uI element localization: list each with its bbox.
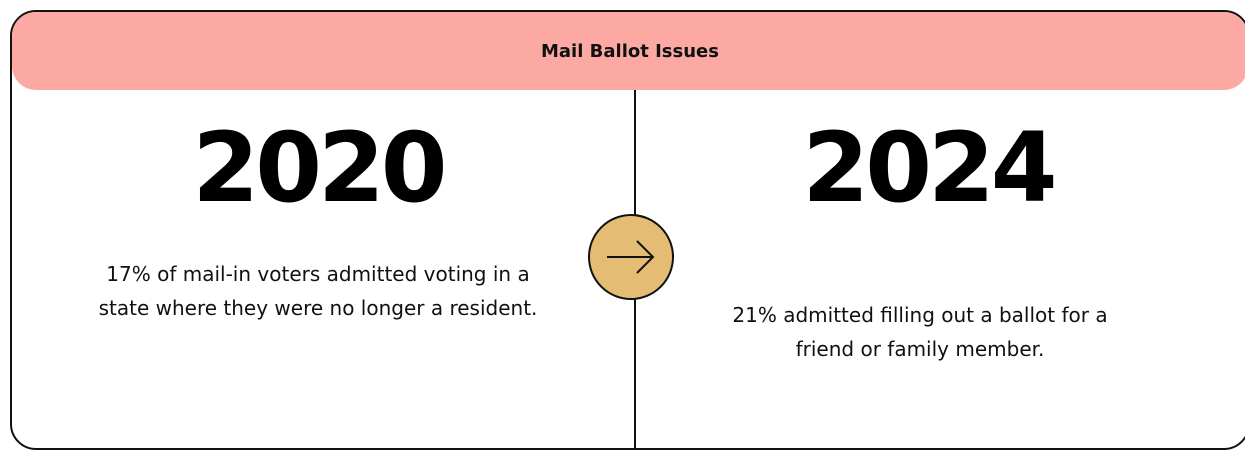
panel-text: 17% of mail-in voters admitted voting in… xyxy=(98,262,538,320)
arrow-icon xyxy=(588,214,674,300)
card: Mail Ballot Issues 2020 17% of mail-in v… xyxy=(10,10,1245,450)
page: Mail Ballot Issues 2020 17% of mail-in v… xyxy=(10,10,1245,450)
header-title: Mail Ballot Issues xyxy=(12,12,1245,90)
year: 2020 xyxy=(192,112,447,224)
year: 2024 xyxy=(802,112,1057,224)
panel-text: 21% admitted filling out a ballot for a … xyxy=(732,303,1108,361)
